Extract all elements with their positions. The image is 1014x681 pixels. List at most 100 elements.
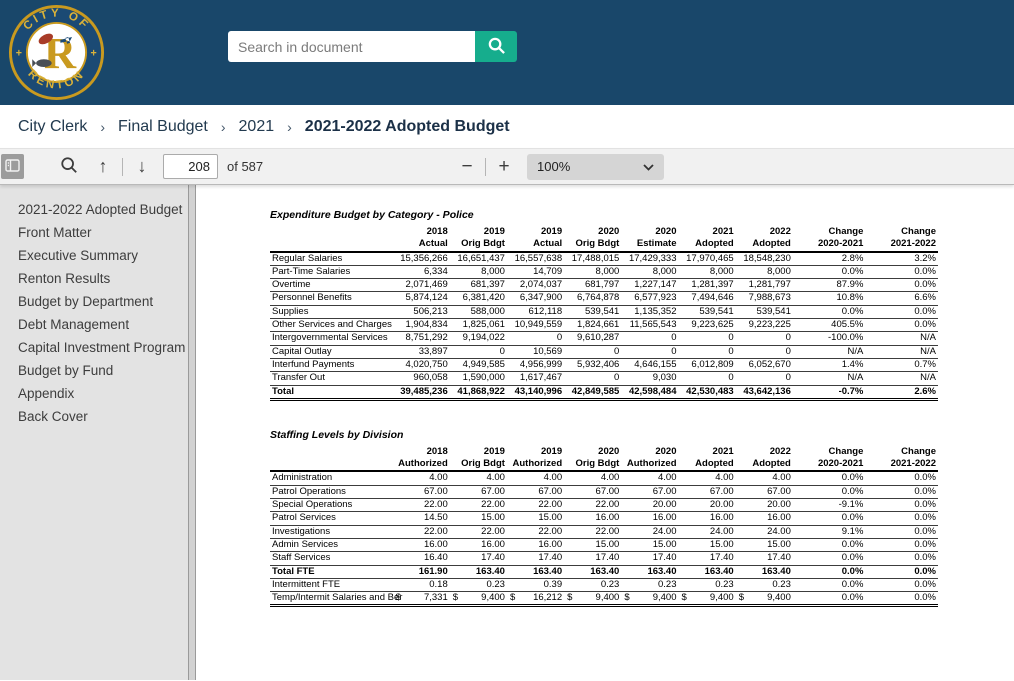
table-cell: 1,617,467 [506, 371, 565, 386]
staffing-table: 2018 Authorized 2019 Orig Bdgt 2019 Authorize… [270, 445, 938, 608]
table-cell: 17,429,333 [621, 251, 679, 266]
sidebar-item-renton-results[interactable]: Renton Results [18, 271, 111, 286]
table-cell: $9,400 [449, 591, 507, 608]
table-cell: 612,118 [506, 305, 565, 320]
sidebar-item-capital-investment-program[interactable]: Capital Investment Program [18, 340, 186, 355]
zoom-in-button[interactable]: + [492, 156, 516, 178]
table-cell: 0.23 [621, 578, 679, 593]
search-button[interactable] [475, 31, 517, 62]
expenditure-budget-table: Expenditure Budget by Category - Police … [270, 209, 1014, 401]
breadcrumb-city-clerk[interactable]: City Clerk [18, 117, 88, 135]
table-cell: 22.00 [506, 498, 565, 513]
zoom-out-button[interactable]: − [455, 156, 479, 178]
table-cell: 0.0% [865, 485, 938, 500]
table-cell: 4.00 [392, 471, 450, 486]
table-cell: 20.00 [735, 498, 793, 513]
table-cell: 4,646,155 [621, 358, 679, 373]
sidebar-item-front-matter[interactable]: Front Matter [18, 225, 92, 240]
table-cell: -0.7% [792, 385, 866, 401]
table-cell: 161.90 [392, 565, 450, 579]
table-title: Expenditure Budget by Category - Police [270, 209, 474, 221]
table-cell: 1.4% [792, 358, 866, 373]
table-cell: 0.0% [792, 551, 866, 566]
column-header: 2019 Authorized [506, 445, 565, 473]
table-cell: 16.00 [735, 511, 793, 526]
breadcrumb-2021[interactable]: 2021 [238, 117, 275, 135]
table-cell: 0 [735, 345, 793, 359]
table-cell: 41,868,922 [449, 385, 507, 401]
table-cell: 0 [564, 371, 622, 386]
table-cell: 6,764,878 [564, 291, 622, 306]
sidebar-panel-icon [5, 158, 20, 175]
table-cell: 1,281,397 [678, 278, 736, 293]
table-row: Admin Services 16.00 16.00 16.00 15.00 15.00 1… [270, 538, 938, 553]
breadcrumb-final-budget[interactable]: Final Budget [118, 117, 208, 135]
previous-page-button[interactable]: ↑ [90, 156, 116, 177]
table-cell: 15.00 [735, 538, 793, 553]
table-cell: 15.00 [449, 511, 507, 526]
table-cell: 15.00 [678, 538, 736, 553]
table-cell: 6,577,923 [621, 291, 679, 306]
row-label: Total FTE [270, 565, 393, 579]
table-cell: 3.2% [865, 251, 938, 266]
sidebar-item-executive-summary[interactable]: Executive Summary [18, 248, 139, 263]
row-label: Special Operations [270, 498, 393, 513]
next-page-button[interactable]: ↓ [129, 156, 155, 177]
table-cell: 22.00 [506, 525, 565, 539]
sidebar-item-budget-by-fund[interactable]: Budget by Fund [18, 363, 114, 378]
table-cell: 33,897 [392, 345, 450, 359]
table-cell: -9.1% [792, 498, 866, 513]
table-cell: N/A [792, 345, 866, 359]
table-cell: 0.0% [865, 278, 938, 293]
table-cell: 0.0% [865, 591, 938, 608]
toolbar-divider [122, 157, 123, 176]
table-row: Administration 4.00 4.00 4.00 4.00 4.00 4.00 4.… [270, 471, 938, 486]
table-cell: 10,949,559 [506, 318, 565, 333]
zoom-level-select[interactable]: 100% [527, 153, 664, 180]
table-row: Interfund Payments 4,020,750 4,949,585 4,95… [270, 358, 938, 373]
table-cell: 0 [678, 345, 736, 359]
sidebar-toggle-button[interactable] [1, 154, 24, 179]
table-cell: 0.0% [865, 318, 938, 333]
table-cell: 0 [621, 331, 679, 346]
sidebar-item-budget-by-department[interactable]: Budget by Department [18, 294, 154, 309]
table-row: Staff Services 16.40 17.40 17.40 17.40 17.40 1… [270, 551, 938, 566]
row-label-header [270, 445, 393, 473]
table-cell: 42,849,585 [564, 385, 622, 401]
table-cell: $7,331 [392, 591, 450, 608]
table-cell: 0 [506, 331, 565, 346]
column-header: 2018 Authorized [392, 445, 450, 473]
app-header: CITY OF RENTON + + R [0, 0, 1014, 105]
table-cell: 1,590,000 [449, 371, 507, 386]
column-header: 2022 Adopted [735, 226, 793, 253]
table-cell: 8,000 [621, 265, 679, 280]
renton-logo[interactable]: CITY OF RENTON + + R [8, 4, 105, 101]
find-in-page-button[interactable] [60, 156, 78, 177]
table-cell: 7,988,673 [735, 291, 793, 306]
row-label: Other Services and Charges [270, 318, 393, 333]
sidebar-resize-handle[interactable] [188, 185, 196, 680]
sidebar-item-debt-management[interactable]: Debt Management [18, 317, 130, 332]
column-header: 2020 Authorized [621, 445, 679, 473]
page-number-input[interactable] [163, 154, 218, 179]
table-row: Other Services and Charges 1,904,834 1,825… [270, 318, 938, 333]
column-header: 2022 Adopted [735, 445, 793, 473]
document-viewport[interactable]: Expenditure Budget by Category - Police … [196, 185, 1014, 680]
table-cell: 4,020,750 [392, 358, 450, 373]
row-label: Overtime [270, 278, 393, 293]
table-cell: 6,347,900 [506, 291, 565, 306]
table-cell: 2.8% [792, 251, 866, 266]
table-cell: 0.0% [865, 265, 938, 280]
table-cell: 4.00 [449, 471, 507, 486]
table-cell: 0.23 [564, 578, 622, 593]
table-cell: 163.40 [564, 565, 622, 579]
search-input[interactable] [228, 31, 475, 62]
table-cell: 20.00 [678, 498, 736, 513]
sidebar-item-adopted-budget[interactable]: 2021-2022 Adopted Budget [18, 202, 183, 217]
table-cell: 681,797 [564, 278, 622, 293]
sidebar-item-back-cover[interactable]: Back Cover [18, 409, 88, 424]
table-cell: 0 [678, 371, 736, 386]
table-row: Special Operations 22.00 22.00 22.00 22.00 20… [270, 498, 938, 513]
sidebar-item-appendix[interactable]: Appendix [18, 386, 75, 401]
table-row: Capital Outlay 33,897 0 10,569 0 0 0 0 N/A N/A [270, 345, 938, 359]
